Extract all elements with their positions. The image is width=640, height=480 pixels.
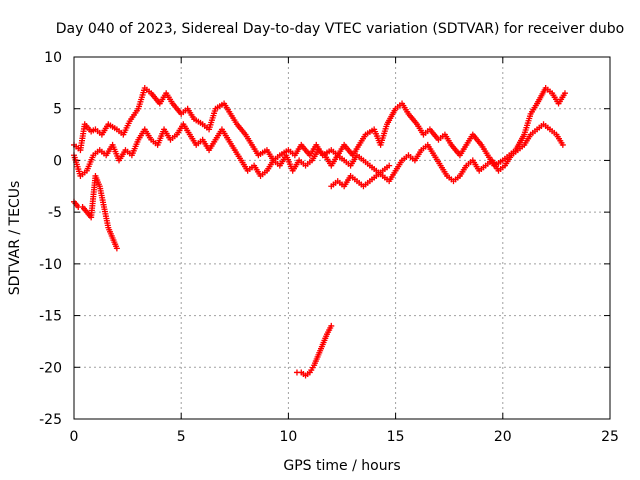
x-tick-label: 25 (601, 429, 619, 445)
x-tick-label: 15 (387, 429, 405, 445)
grid-lines (74, 57, 610, 419)
y-tick-label: -25 (39, 412, 62, 428)
y-tick-label: -20 (39, 360, 62, 376)
plot-frame (73, 56, 611, 420)
data-points (71, 85, 568, 379)
x-tick-labels: 0 5 10 15 20 25 (70, 429, 619, 445)
y-tick-label: -5 (48, 205, 62, 221)
y-axis-label: SDTVAR / TECUs (7, 181, 23, 296)
y-tick-label: 5 (53, 102, 62, 118)
x-tick-label: 20 (494, 429, 512, 445)
x-tick-label: 10 (279, 429, 297, 445)
x-tick-label: 5 (177, 429, 186, 445)
data-point (559, 141, 566, 148)
chart-title: Day 040 of 2023, Sidereal Day-to-day VTE… (56, 21, 624, 37)
series-points (71, 121, 566, 185)
data-point (113, 245, 120, 252)
data-point (328, 322, 335, 329)
y-tick-label: 10 (44, 50, 62, 66)
data-point (386, 162, 393, 169)
y-tick-label: -10 (39, 257, 62, 273)
y-tick-label: -15 (39, 309, 62, 325)
series-points (71, 85, 568, 169)
series-points (293, 322, 335, 379)
x-axis-label: GPS time / hours (283, 458, 400, 474)
x-tick-label: 0 (70, 429, 79, 445)
y-tick-label: 0 (53, 153, 62, 169)
series-points (71, 172, 120, 252)
y-tick-labels: -25 -20 -15 -10 -5 0 5 10 (39, 50, 62, 428)
data-point (561, 90, 568, 97)
series-points (328, 162, 393, 190)
